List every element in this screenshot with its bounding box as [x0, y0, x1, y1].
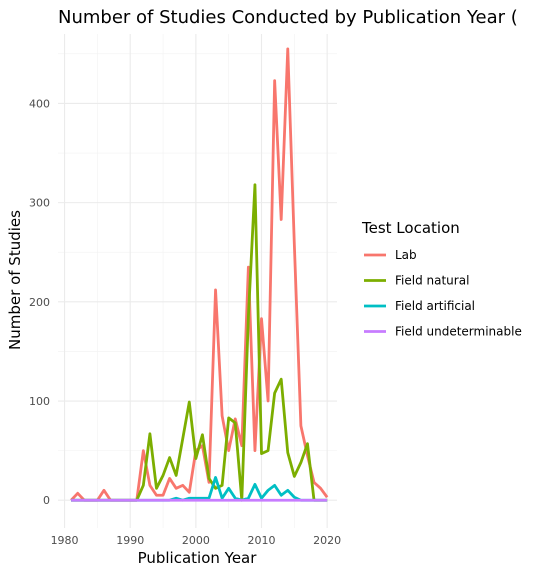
x-tick-label: 2000: [182, 534, 210, 547]
y-tick-label: 400: [29, 97, 50, 110]
y-axis-ticks: 0 100 200 300 400: [29, 97, 50, 507]
x-axis-ticks: 1980 1990 2000 2010 2020: [51, 534, 342, 547]
y-axis-title: Number of Studies: [6, 210, 24, 350]
legend-label: Field natural: [395, 274, 469, 288]
series-line-lab: [70, 47, 329, 502]
y-tick-label: 200: [29, 296, 50, 309]
y-tick-label: 100: [29, 395, 50, 408]
y-tick-label: 0: [43, 494, 50, 507]
series-lines: [70, 47, 329, 502]
x-tick-label: 2020: [313, 534, 341, 547]
legend: Test Location Lab Field natural Field arti…: [361, 219, 522, 339]
legend-item: Field natural: [364, 274, 469, 288]
legend-label: Field undeterminable: [395, 325, 522, 339]
plot-panel: [58, 34, 337, 528]
chart-title: Number of Studies Conducted by Publicati…: [58, 7, 518, 28]
legend-item: Field undeterminable: [364, 325, 522, 339]
x-tick-label: 1980: [51, 534, 79, 547]
series-line-field-natural: [71, 183, 328, 502]
x-tick-label: 1990: [116, 534, 144, 547]
legend-title: Test Location: [361, 219, 460, 237]
x-axis-title: Publication Year: [138, 549, 258, 567]
legend-label: Lab: [395, 248, 417, 262]
legend-items: Lab Field natural Field artificial Field un…: [364, 248, 522, 339]
x-tick-label: 2010: [248, 534, 276, 547]
legend-item: Lab: [364, 248, 417, 262]
legend-item: Field artificial: [364, 299, 475, 313]
y-tick-label: 300: [29, 197, 50, 210]
legend-label: Field artificial: [395, 299, 475, 313]
